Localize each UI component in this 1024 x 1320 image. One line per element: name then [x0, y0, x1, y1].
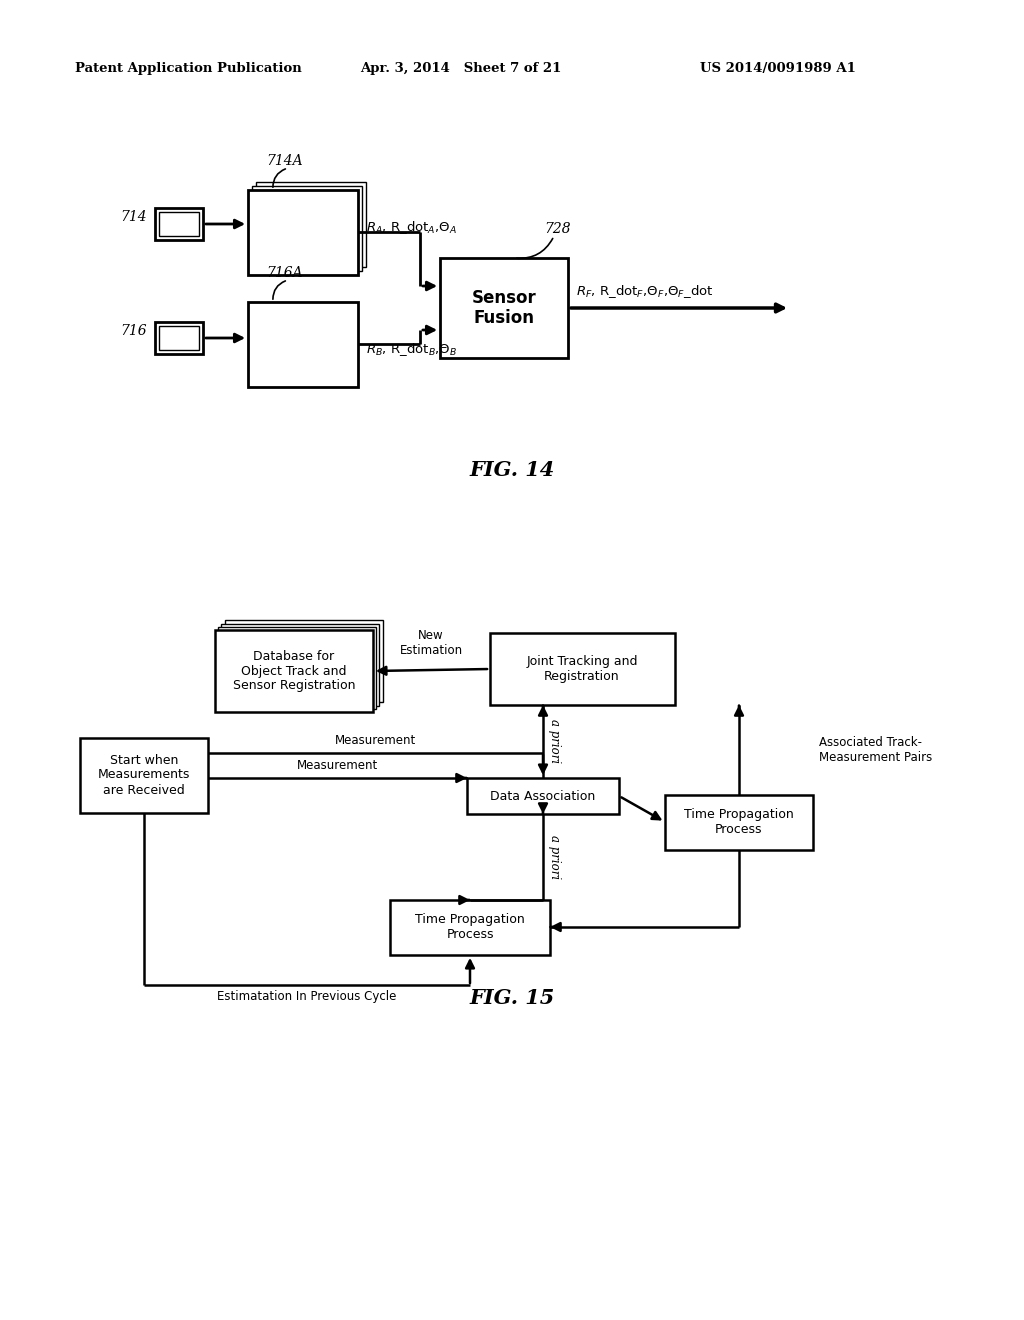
Text: Sensor
Fusion: Sensor Fusion — [472, 289, 537, 327]
FancyBboxPatch shape — [225, 620, 383, 702]
Text: $R_F$, R_dot$_F$,$\Theta_F$,$\Theta_F$_dot: $R_F$, R_dot$_F$,$\Theta_F$,$\Theta_F$_d… — [575, 282, 714, 300]
Text: Time Propagation
Process: Time Propagation Process — [415, 913, 525, 941]
Text: Data Association: Data Association — [490, 789, 596, 803]
Text: Database for
Object Track and
Sensor Registration: Database for Object Track and Sensor Reg… — [232, 649, 355, 693]
Text: Apr. 3, 2014   Sheet 7 of 21: Apr. 3, 2014 Sheet 7 of 21 — [360, 62, 561, 75]
Text: 716: 716 — [121, 323, 147, 338]
FancyBboxPatch shape — [440, 257, 568, 358]
Text: $R_B$, R_dot$_B$,$\Theta_B$: $R_B$, R_dot$_B$,$\Theta_B$ — [366, 342, 458, 359]
FancyBboxPatch shape — [490, 634, 675, 705]
Text: Start when
Measurements
are Received: Start when Measurements are Received — [98, 754, 190, 796]
Text: Time Propagation
Process: Time Propagation Process — [684, 808, 794, 836]
Text: Patent Application Publication: Patent Application Publication — [75, 62, 302, 75]
FancyBboxPatch shape — [665, 795, 813, 850]
Text: Joint Tracking and
Registration: Joint Tracking and Registration — [526, 655, 638, 682]
FancyBboxPatch shape — [155, 322, 203, 354]
FancyBboxPatch shape — [467, 777, 618, 814]
Text: 714A: 714A — [266, 154, 303, 168]
Text: a priori: a priori — [548, 719, 561, 763]
FancyBboxPatch shape — [252, 186, 362, 271]
FancyBboxPatch shape — [248, 302, 358, 387]
Text: FIG. 15: FIG. 15 — [469, 987, 555, 1008]
Text: Estimatation In Previous Cycle: Estimatation In Previous Cycle — [217, 990, 396, 1003]
Text: a priori: a priori — [548, 836, 561, 879]
Text: Measurement: Measurement — [335, 734, 416, 747]
FancyBboxPatch shape — [159, 213, 199, 236]
Text: Associated Track-
Measurement Pairs: Associated Track- Measurement Pairs — [819, 737, 932, 764]
FancyBboxPatch shape — [215, 630, 373, 711]
FancyBboxPatch shape — [155, 209, 203, 240]
Text: FIG. 14: FIG. 14 — [469, 459, 555, 480]
Text: New
Estimation: New Estimation — [399, 630, 463, 657]
Text: $R_A$, R_dot$_A$,$\Theta_A$: $R_A$, R_dot$_A$,$\Theta_A$ — [366, 219, 457, 236]
FancyBboxPatch shape — [390, 900, 550, 954]
FancyBboxPatch shape — [80, 738, 208, 813]
FancyBboxPatch shape — [221, 624, 379, 706]
Text: Measurement: Measurement — [296, 759, 378, 772]
Text: 716A: 716A — [266, 267, 303, 280]
Text: US 2014/0091989 A1: US 2014/0091989 A1 — [700, 62, 856, 75]
FancyBboxPatch shape — [248, 190, 358, 275]
Text: 728: 728 — [544, 222, 570, 236]
FancyBboxPatch shape — [218, 627, 376, 709]
FancyBboxPatch shape — [159, 326, 199, 350]
Text: 714: 714 — [121, 210, 147, 224]
FancyBboxPatch shape — [256, 182, 366, 267]
